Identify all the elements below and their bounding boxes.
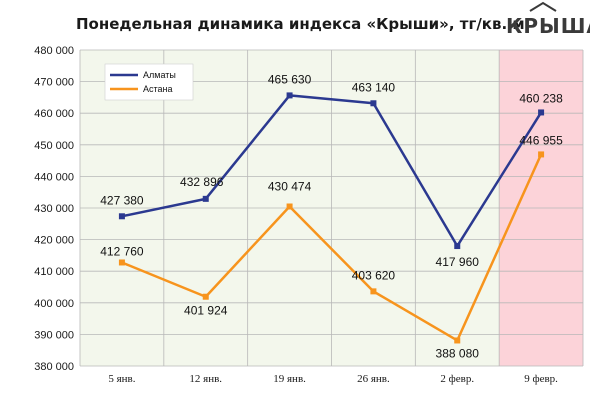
- y-tick-label: 390 000: [34, 329, 74, 341]
- data-point-astana: [538, 151, 545, 158]
- logo-text: КРЫША: [506, 14, 590, 38]
- x-tick-label: 2 февр.: [440, 373, 474, 385]
- y-tick-label: 450 000: [34, 140, 74, 152]
- series-group: 427 380 432 896 465 630 463 140 417 960 460 2…: [100, 72, 563, 360]
- x-tick-label: 19 янв.: [273, 373, 306, 385]
- y-tick-label: 470 000: [34, 77, 74, 89]
- x-axis-ticks: 5 янв. 12 янв. 19 янв. 26 янв. 2 февр. 9 февр…: [108, 373, 558, 385]
- y-tick-label: 430 000: [34, 203, 74, 215]
- data-label-almaty: 432 896: [180, 175, 224, 189]
- krysha-logo: КРЫША: [506, 1, 590, 38]
- y-tick-label: 460 000: [34, 108, 74, 120]
- data-point-astana: [286, 203, 293, 210]
- data-label-almaty: 417 960: [436, 255, 480, 269]
- data-label-almaty: 465 630: [268, 72, 312, 86]
- data-point-almaty: [286, 92, 293, 99]
- data-label-almaty: 463 140: [352, 80, 396, 94]
- data-point-astana: [454, 337, 461, 344]
- roof-icon: [529, 1, 557, 12]
- x-tick-label: 5 янв.: [108, 373, 135, 385]
- legend-box: [104, 63, 194, 101]
- data-point-astana: [202, 293, 209, 300]
- chart-title: Понедельная динамика индекса «Крыши», тг…: [76, 15, 525, 33]
- data-label-astana: 412 760: [100, 244, 144, 258]
- data-label-astana: 446 955: [519, 133, 563, 147]
- x-tick-label: 12 янв.: [189, 373, 222, 385]
- series-line-almaty: [121, 94, 543, 248]
- data-label-astana: 403 620: [352, 268, 396, 282]
- legend-label-astana: Астана: [143, 84, 173, 94]
- y-tick-label: 400 000: [34, 298, 74, 310]
- y-axis-ticks: 380 000 390 000 400 000 410 000 420 000 430 0…: [34, 45, 74, 373]
- data-label-astana: 401 924: [184, 304, 228, 318]
- data-point-astana: [370, 288, 377, 295]
- data-point-almaty: [370, 100, 377, 107]
- y-tick-label: 420 000: [34, 235, 74, 247]
- legend: Алматы Астана: [104, 63, 194, 101]
- x-tick-label: 9 февр.: [524, 373, 558, 385]
- data-label-almaty: 460 238: [519, 91, 563, 105]
- y-tick-label: 380 000: [34, 361, 74, 373]
- series-line-astana: [121, 153, 543, 342]
- data-label-astana: 430 474: [268, 180, 312, 194]
- data-point-astana: [118, 259, 125, 266]
- y-tick-label: 480 000: [34, 45, 74, 57]
- data-point-almaty: [118, 213, 125, 220]
- data-point-almaty: [202, 195, 209, 202]
- y-tick-label: 410 000: [34, 266, 74, 278]
- data-label-almaty: 427 380: [100, 193, 144, 207]
- legend-label-almaty: Алматы: [143, 70, 176, 80]
- data-label-astana: 388 080: [436, 346, 480, 360]
- data-point-almaty: [538, 109, 545, 116]
- data-point-almaty: [454, 243, 461, 250]
- x-tick-label: 26 янв.: [357, 373, 390, 385]
- y-tick-label: 440 000: [34, 171, 74, 183]
